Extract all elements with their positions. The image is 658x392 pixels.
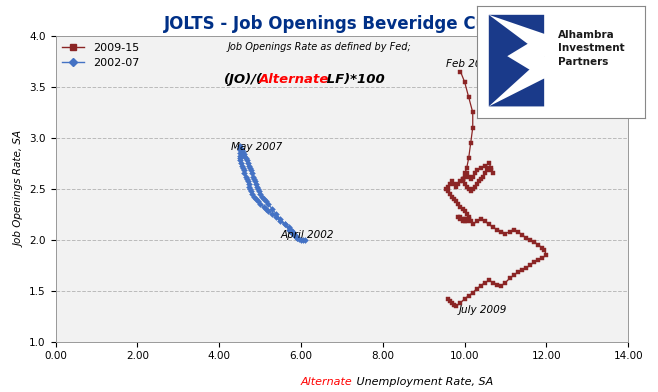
- Text: (JO)/(: (JO)/(: [224, 73, 263, 85]
- Text: LF)*100: LF)*100: [322, 73, 384, 85]
- Text: July 2009: July 2009: [459, 305, 507, 315]
- Legend: 2009-15, 2002-07: 2009-15, 2002-07: [58, 38, 144, 73]
- Text: May 2007: May 2007: [232, 142, 283, 152]
- Polygon shape: [507, 34, 544, 78]
- Polygon shape: [489, 15, 544, 34]
- Text: Alternate: Alternate: [300, 377, 352, 387]
- Text: April 2002: April 2002: [280, 230, 334, 240]
- Text: Alternate: Alternate: [259, 73, 329, 85]
- Text: Job Openings Rate as defined by Fed;: Job Openings Rate as defined by Fed;: [227, 42, 411, 52]
- Polygon shape: [489, 78, 544, 107]
- Text: Unemployment Rate, SA: Unemployment Rate, SA: [353, 377, 494, 387]
- Text: Alhambra
Investment
Partners: Alhambra Investment Partners: [557, 30, 624, 67]
- Title: JOLTS - Job Openings Beveridge Curve: JOLTS - Job Openings Beveridge Curve: [164, 15, 519, 33]
- Polygon shape: [489, 15, 544, 107]
- Text: Feb 2016: Feb 2016: [446, 58, 495, 69]
- Polygon shape: [486, 11, 547, 109]
- Y-axis label: Job Openings Rate, SA: Job Openings Rate, SA: [15, 131, 25, 247]
